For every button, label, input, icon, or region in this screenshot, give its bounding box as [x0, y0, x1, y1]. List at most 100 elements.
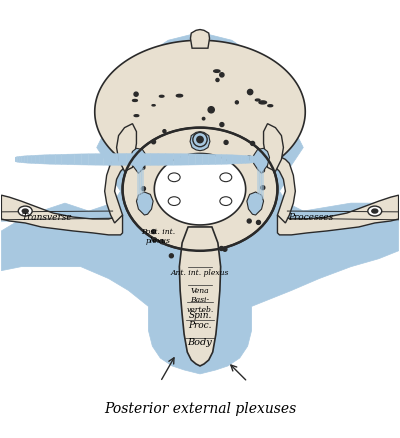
Circle shape: [247, 219, 251, 223]
Polygon shape: [278, 195, 399, 235]
Circle shape: [169, 254, 173, 258]
Polygon shape: [142, 153, 150, 166]
Ellipse shape: [168, 173, 180, 182]
Polygon shape: [1, 195, 122, 235]
Text: Body: Body: [188, 338, 212, 346]
Ellipse shape: [259, 101, 266, 104]
Polygon shape: [260, 157, 261, 162]
Circle shape: [163, 130, 166, 133]
Text: Processes: Processes: [288, 212, 334, 222]
Polygon shape: [179, 227, 221, 366]
Polygon shape: [246, 155, 249, 163]
Polygon shape: [154, 153, 246, 225]
Circle shape: [152, 230, 156, 233]
Circle shape: [261, 186, 265, 190]
Polygon shape: [166, 154, 174, 165]
Polygon shape: [16, 157, 18, 162]
Circle shape: [202, 117, 205, 120]
Circle shape: [260, 168, 264, 172]
Polygon shape: [242, 155, 246, 163]
Polygon shape: [276, 157, 295, 223]
Polygon shape: [24, 155, 28, 163]
Circle shape: [256, 220, 260, 224]
Circle shape: [235, 101, 238, 104]
Circle shape: [234, 135, 237, 138]
Polygon shape: [88, 154, 96, 165]
Polygon shape: [119, 153, 127, 166]
Polygon shape: [259, 157, 260, 162]
Ellipse shape: [216, 142, 219, 144]
Circle shape: [216, 78, 219, 81]
Polygon shape: [188, 154, 195, 165]
Text: Posterior external plexuses: Posterior external plexuses: [104, 402, 296, 416]
Polygon shape: [40, 155, 45, 164]
Polygon shape: [150, 153, 158, 166]
Polygon shape: [22, 156, 24, 163]
Ellipse shape: [132, 99, 137, 102]
Circle shape: [224, 141, 228, 145]
Polygon shape: [35, 155, 40, 164]
Ellipse shape: [220, 197, 232, 205]
Polygon shape: [111, 153, 119, 165]
Polygon shape: [130, 148, 146, 173]
Circle shape: [145, 201, 149, 206]
Polygon shape: [264, 124, 284, 171]
Polygon shape: [254, 148, 270, 173]
Polygon shape: [82, 154, 88, 165]
Ellipse shape: [160, 95, 164, 97]
Polygon shape: [227, 155, 232, 164]
Ellipse shape: [268, 105, 273, 107]
Polygon shape: [221, 155, 227, 164]
Circle shape: [193, 132, 207, 147]
Polygon shape: [68, 154, 74, 165]
Polygon shape: [195, 154, 202, 165]
Polygon shape: [136, 192, 153, 215]
Ellipse shape: [152, 105, 155, 106]
Polygon shape: [134, 153, 142, 166]
Ellipse shape: [22, 209, 28, 213]
Polygon shape: [105, 157, 124, 223]
Ellipse shape: [168, 197, 180, 205]
Circle shape: [220, 123, 224, 127]
Circle shape: [205, 239, 209, 243]
Polygon shape: [190, 29, 210, 48]
Polygon shape: [116, 124, 136, 171]
Polygon shape: [258, 156, 259, 162]
Polygon shape: [252, 156, 255, 163]
Polygon shape: [56, 154, 62, 165]
Circle shape: [247, 156, 251, 160]
Ellipse shape: [255, 99, 260, 101]
Circle shape: [223, 247, 227, 251]
Circle shape: [142, 187, 146, 191]
Text: Ant. int. plexus: Ant. int. plexus: [171, 268, 229, 277]
Polygon shape: [181, 154, 188, 165]
Polygon shape: [215, 154, 221, 165]
Ellipse shape: [372, 209, 378, 213]
Text: Post. int.
plexus: Post. int. plexus: [141, 228, 175, 245]
Polygon shape: [96, 154, 103, 165]
Circle shape: [152, 140, 156, 144]
Polygon shape: [249, 155, 252, 163]
Ellipse shape: [220, 173, 232, 182]
Polygon shape: [202, 154, 209, 165]
Text: Vena
Basi-
verteb.: Vena Basi- verteb.: [186, 287, 214, 314]
Polygon shape: [28, 155, 31, 163]
Circle shape: [188, 244, 192, 248]
Polygon shape: [1, 32, 399, 374]
Circle shape: [197, 136, 203, 143]
Polygon shape: [255, 156, 258, 162]
Polygon shape: [45, 155, 50, 164]
Circle shape: [220, 247, 224, 251]
Text: Spin.
Proc.: Spin. Proc.: [188, 311, 212, 330]
Polygon shape: [174, 154, 181, 165]
Ellipse shape: [18, 206, 32, 216]
Polygon shape: [209, 154, 215, 165]
Polygon shape: [50, 155, 56, 164]
Circle shape: [251, 141, 254, 145]
Polygon shape: [18, 156, 19, 162]
Polygon shape: [232, 155, 237, 164]
Circle shape: [141, 166, 145, 170]
Circle shape: [220, 73, 224, 77]
Polygon shape: [19, 156, 22, 162]
Polygon shape: [158, 153, 166, 165]
